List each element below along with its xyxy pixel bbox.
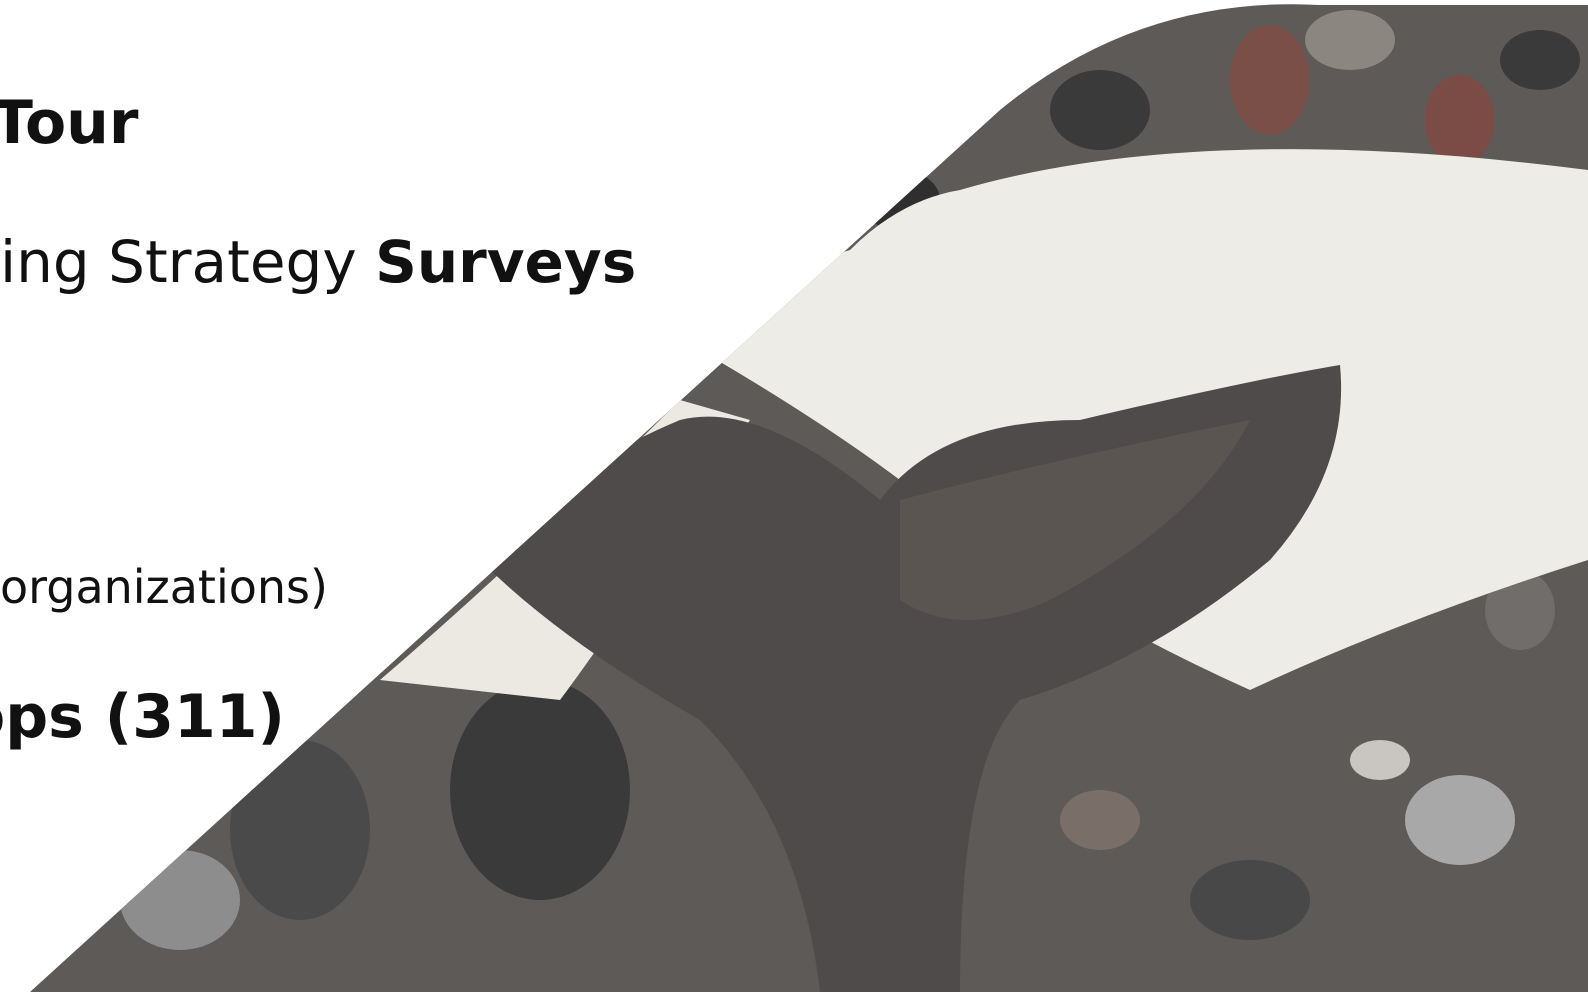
text: ing Strategy <box>0 228 357 296</box>
bullet-1: Tour <box>0 88 138 158</box>
text: Tour <box>0 88 139 158</box>
text-bold: Surveys <box>375 228 637 296</box>
text: organizations) <box>0 560 328 614</box>
bullet-2: ing Strategy Surveys <box>0 228 636 296</box>
text: ops (311) <box>0 682 285 752</box>
bullet-3: organizations) <box>0 560 328 614</box>
bullet-4: ops (311) <box>0 682 285 752</box>
